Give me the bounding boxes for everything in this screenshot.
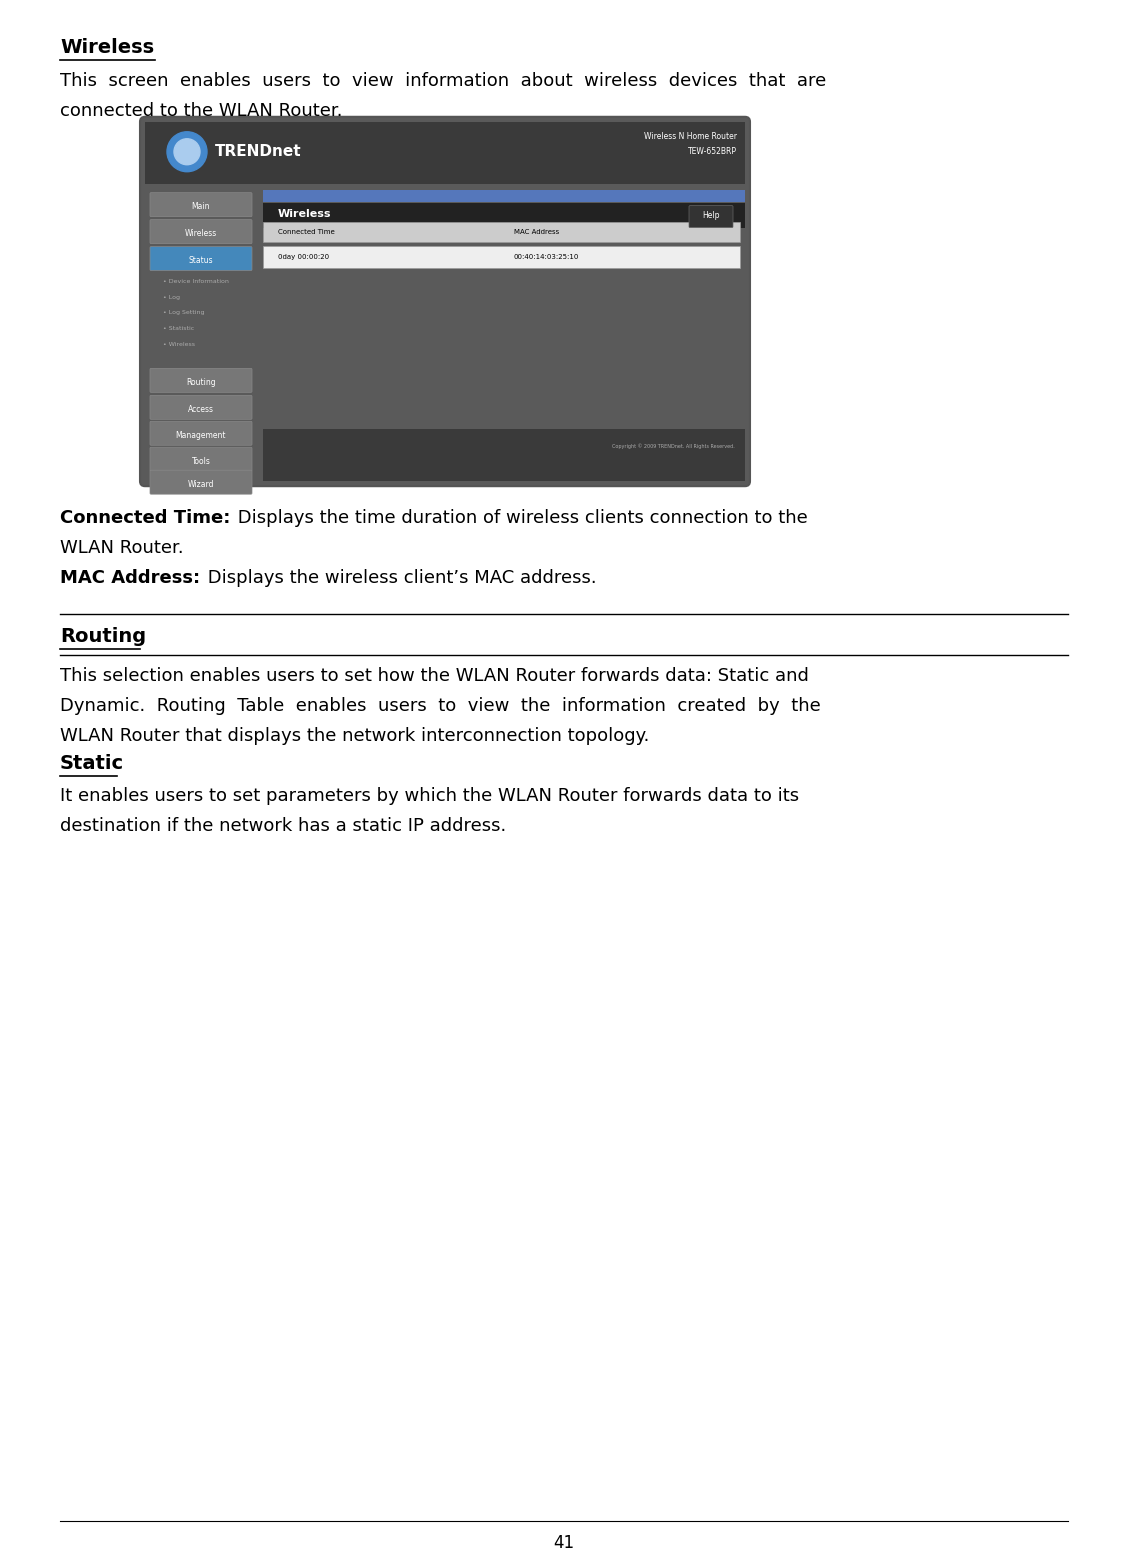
FancyBboxPatch shape xyxy=(150,246,252,271)
Text: 41: 41 xyxy=(554,1535,574,1552)
Text: Connected Time:: Connected Time: xyxy=(60,509,230,528)
Text: MAC Address: MAC Address xyxy=(514,229,559,235)
Text: Wizard: Wizard xyxy=(187,480,214,489)
Text: • Log: • Log xyxy=(164,294,180,299)
Text: This  screen  enables  users  to  view  information  about  wireless  devices  t: This screen enables users to view inform… xyxy=(60,72,826,90)
Bar xyxy=(263,190,744,202)
Text: Access: Access xyxy=(188,405,214,414)
Text: Management: Management xyxy=(176,431,227,439)
Text: Static: Static xyxy=(60,754,124,772)
Bar xyxy=(263,430,744,481)
Text: TEW-652BRP: TEW-652BRP xyxy=(688,146,737,156)
Text: Wireless N Home Router: Wireless N Home Router xyxy=(644,132,737,140)
Text: • Log Setting: • Log Setting xyxy=(164,310,204,316)
Text: 0day 00:00:20: 0day 00:00:20 xyxy=(277,254,329,260)
FancyBboxPatch shape xyxy=(150,422,252,445)
Text: Help: Help xyxy=(703,212,720,220)
Text: Wireless: Wireless xyxy=(277,209,332,218)
Text: This selection enables users to set how the WLAN Router forwards data: Static an: This selection enables users to set how … xyxy=(60,666,809,685)
Text: WLAN Router.: WLAN Router. xyxy=(60,539,184,557)
Bar xyxy=(146,184,263,481)
Text: Tools: Tools xyxy=(192,456,211,466)
Text: • Wireless: • Wireless xyxy=(164,343,195,347)
Circle shape xyxy=(167,132,208,171)
Text: Connected Time: Connected Time xyxy=(277,229,335,235)
Bar xyxy=(263,246,740,268)
Text: Main: Main xyxy=(192,202,210,212)
Text: 00:40:14:03:25:10: 00:40:14:03:25:10 xyxy=(514,254,580,260)
Text: It enables users to set parameters by which the WLAN Router forwards data to its: It enables users to set parameters by wh… xyxy=(60,786,799,805)
FancyBboxPatch shape xyxy=(150,395,252,419)
Text: Copyright © 2009 TRENDnet. All Rights Reserved.: Copyright © 2009 TRENDnet. All Rights Re… xyxy=(613,444,735,448)
Bar xyxy=(263,221,740,241)
Text: MAC Address:: MAC Address: xyxy=(60,568,200,587)
Bar xyxy=(146,121,744,184)
Text: Displays the time duration of wireless clients connection to the: Displays the time duration of wireless c… xyxy=(232,509,808,528)
Text: Displays the wireless client’s MAC address.: Displays the wireless client’s MAC addre… xyxy=(202,568,597,587)
FancyBboxPatch shape xyxy=(689,206,733,227)
Text: Routing: Routing xyxy=(186,378,215,386)
FancyBboxPatch shape xyxy=(150,193,252,216)
Circle shape xyxy=(174,139,200,165)
FancyBboxPatch shape xyxy=(150,369,252,392)
FancyBboxPatch shape xyxy=(150,220,252,243)
Text: Dynamic.  Routing  Table  enables  users  to  view  the  information  created  b: Dynamic. Routing Table enables users to … xyxy=(60,698,821,715)
Text: WLAN Router that displays the network interconnection topology.: WLAN Router that displays the network in… xyxy=(60,727,650,744)
Text: Status: Status xyxy=(188,255,213,265)
Text: destination if the network has a static IP address.: destination if the network has a static … xyxy=(60,816,506,835)
Bar xyxy=(263,202,744,227)
Text: • Statistic: • Statistic xyxy=(164,327,194,332)
Text: Wireless: Wireless xyxy=(185,229,217,238)
Text: TRENDnet: TRENDnet xyxy=(215,143,301,159)
Text: Wireless: Wireless xyxy=(60,37,155,58)
Text: connected to the WLAN Router.: connected to the WLAN Router. xyxy=(60,101,343,120)
FancyBboxPatch shape xyxy=(150,470,252,494)
Text: Routing: Routing xyxy=(60,627,147,646)
FancyBboxPatch shape xyxy=(150,447,252,472)
FancyBboxPatch shape xyxy=(140,117,750,486)
Text: • Device Information: • Device Information xyxy=(164,279,229,283)
